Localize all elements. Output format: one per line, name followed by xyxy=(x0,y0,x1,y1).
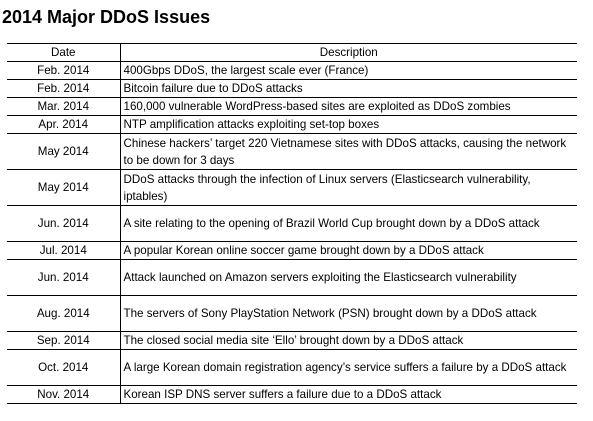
description-cell: A site relating to the opening of Brazil… xyxy=(120,205,577,242)
description-cell: Korean ISP DNS server suffers a failure … xyxy=(120,385,577,404)
date-cell: Jun. 2014 xyxy=(7,205,121,242)
description-cell: Bitcoin failure due to DDoS attacks xyxy=(120,79,577,98)
description-cell: 400Gbps DDoS, the largest scale ever (Fr… xyxy=(120,61,577,80)
date-cell: Apr. 2014 xyxy=(7,115,121,134)
description-cell: The servers of Sony PlayStation Network … xyxy=(120,295,577,332)
description-cell: A popular Korean online soccer game brou… xyxy=(120,241,577,260)
date-cell: Jun. 2014 xyxy=(7,259,121,296)
table-row: Feb. 2014 400Gbps DDoS, the largest scal… xyxy=(7,61,577,80)
table-row: Mar. 2014 160,000 vulnerable WordPress-b… xyxy=(7,97,577,116)
date-cell: Feb. 2014 xyxy=(7,61,121,80)
date-cell: Jul. 2014 xyxy=(7,241,121,260)
description-cell: The closed social media site ‘Ello’ brou… xyxy=(120,331,577,350)
table-row: Jul. 2014 A popular Korean online soccer… xyxy=(7,241,577,260)
date-cell: Aug. 2014 xyxy=(7,295,121,332)
date-cell: Mar. 2014 xyxy=(7,97,121,116)
date-column-header: Date xyxy=(7,43,121,62)
description-cell: A large Korean domain registration agenc… xyxy=(120,349,577,386)
date-cell: Sep. 2014 xyxy=(7,331,121,350)
date-cell: Nov. 2014 xyxy=(7,385,121,404)
table-row: Jun. 2014 A site relating to the opening… xyxy=(7,205,577,242)
description-cell: Attack launched on Amazon servers exploi… xyxy=(120,259,577,296)
table-row: Nov. 2014 Korean ISP DNS server suffers … xyxy=(7,385,577,404)
table-row: Jun. 2014 Attack launched on Amazon serv… xyxy=(7,259,577,296)
page-title: 2014 Major DDoS Issues xyxy=(2,7,211,27)
date-cell: Feb. 2014 xyxy=(7,79,121,98)
description-cell: Chinese hackers’ target 220 Vietnamese s… xyxy=(120,133,577,170)
description-cell: 160,000 vulnerable WordPress-based sites… xyxy=(120,97,577,116)
table-row: Apr. 2014 NTP amplification attacks expl… xyxy=(7,115,577,134)
date-cell: May 2014 xyxy=(7,133,121,170)
table-row: May 2014 DDoS attacks through the infect… xyxy=(7,169,577,206)
table-row: Sep. 2014 The closed social media site ‘… xyxy=(7,331,577,350)
date-cell: Oct. 2014 xyxy=(7,349,121,386)
table-row: Feb. 2014 Bitcoin failure due to DDoS at… xyxy=(7,79,577,98)
description-cell: DDoS attacks through the infection of Li… xyxy=(120,169,577,206)
ddos-issues-table: Date Description Feb. 2014 400Gbps DDoS,… xyxy=(7,43,577,404)
description-column-header: Description xyxy=(120,43,577,62)
table-row: Aug. 2014 The servers of Sony PlayStatio… xyxy=(7,295,577,332)
table-row: Oct. 2014 A large Korean domain registra… xyxy=(7,349,577,386)
table-row: May 2014 Chinese hackers’ target 220 Vie… xyxy=(7,133,577,170)
date-cell: May 2014 xyxy=(7,169,121,206)
description-cell: NTP amplification attacks exploiting set… xyxy=(120,115,577,134)
table-header-row: Date Description xyxy=(7,43,577,62)
